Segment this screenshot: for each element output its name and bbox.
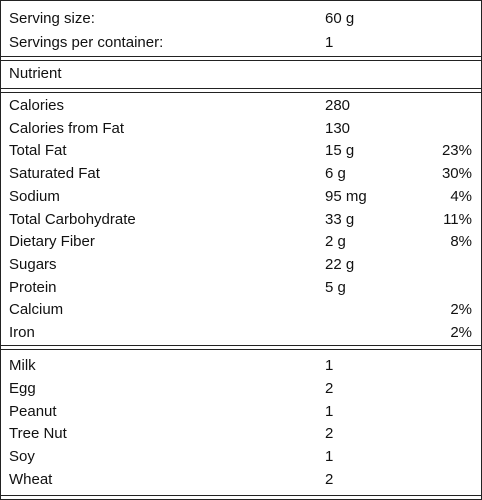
daily-value: 2%: [450, 324, 472, 341]
row-value: 6 g: [325, 165, 346, 183]
row-label: Sodium: [9, 187, 60, 205]
daily-value: 8%: [450, 233, 472, 251]
row-value: 2: [325, 471, 334, 488]
row-label: Egg: [9, 379, 36, 397]
row-value: 15 g: [325, 142, 355, 160]
row-label: Milk: [9, 357, 36, 374]
row-label: Serving size:: [9, 10, 95, 27]
separator: [1, 60, 481, 61]
row-label: Dietary Fiber: [9, 233, 95, 251]
separator: [1, 92, 481, 93]
row-label: Calcium: [9, 301, 64, 319]
row-label: Servings per container:: [9, 33, 164, 51]
row-value: 1: [325, 402, 334, 420]
separator: [1, 345, 481, 346]
row-label: Total Carbohydrate: [9, 210, 136, 228]
row-value: 95 mg: [325, 187, 367, 205]
row-label: Protein: [9, 278, 57, 296]
row-value: 33 g: [325, 210, 355, 228]
daily-value: 2%: [450, 301, 472, 319]
row-label: Iron: [9, 324, 35, 341]
row-value: 1: [325, 357, 334, 374]
row-label: Saturated Fat: [9, 165, 100, 183]
row-value: 2: [325, 379, 334, 397]
row-value: 280: [325, 97, 351, 114]
row-label: Total Fat: [9, 142, 67, 160]
section-header: Nutrient: [9, 65, 62, 82]
daily-value: 11%: [443, 210, 472, 228]
row-value: 1: [325, 448, 334, 466]
row-label: Wheat: [9, 471, 53, 488]
row-label: Sugars: [9, 255, 57, 273]
row-value: 5 g: [325, 278, 346, 296]
separator: [1, 349, 481, 350]
separator: [1, 495, 481, 496]
row-value: 2: [325, 425, 334, 443]
row-value: 60 g: [325, 10, 355, 27]
separator: [1, 56, 481, 57]
daily-value: 4%: [450, 187, 472, 205]
row-value: 22 g: [325, 255, 355, 273]
row-label: Calories: [9, 97, 65, 114]
row-label: Soy: [9, 448, 35, 466]
row-value: 2 g: [325, 233, 346, 251]
row-value: 130: [325, 119, 351, 137]
row-label: Tree Nut: [9, 425, 67, 443]
row-label: Calories from Fat: [9, 119, 125, 137]
row-value: 1: [325, 33, 334, 51]
row-label: Peanut: [9, 402, 57, 420]
separator: [1, 88, 481, 89]
daily-value: 30%: [441, 165, 472, 183]
daily-value: 23%: [441, 142, 472, 160]
